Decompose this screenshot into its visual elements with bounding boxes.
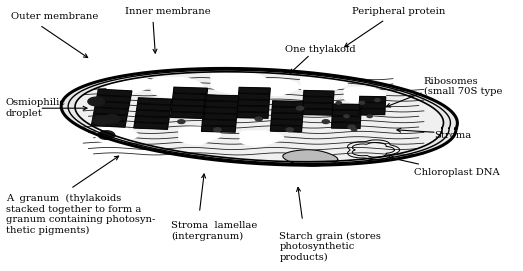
Polygon shape — [97, 89, 132, 96]
Polygon shape — [359, 103, 385, 108]
Polygon shape — [138, 98, 172, 105]
Text: Outer membrane: Outer membrane — [11, 12, 98, 21]
Polygon shape — [259, 79, 301, 96]
Polygon shape — [360, 96, 385, 102]
Polygon shape — [270, 125, 302, 132]
Polygon shape — [300, 76, 347, 93]
Polygon shape — [271, 120, 302, 125]
Polygon shape — [344, 88, 385, 104]
Polygon shape — [202, 120, 236, 126]
Circle shape — [93, 116, 110, 125]
Polygon shape — [302, 109, 333, 115]
Polygon shape — [238, 100, 269, 106]
Text: Chloroplast DNA: Chloroplast DNA — [414, 168, 499, 177]
Circle shape — [88, 97, 105, 106]
Polygon shape — [238, 94, 270, 100]
Circle shape — [297, 106, 304, 110]
Text: Inner membrane: Inner membrane — [124, 7, 210, 16]
Text: Osmiophilic
droplet: Osmiophilic droplet — [6, 98, 66, 118]
Polygon shape — [201, 126, 235, 132]
Circle shape — [344, 115, 349, 118]
Polygon shape — [75, 72, 444, 162]
Polygon shape — [303, 97, 334, 103]
Polygon shape — [271, 113, 303, 119]
Polygon shape — [332, 122, 360, 128]
Polygon shape — [173, 93, 207, 100]
Circle shape — [104, 115, 120, 123]
Polygon shape — [237, 106, 269, 112]
Polygon shape — [96, 128, 138, 144]
Text: Stroma: Stroma — [434, 131, 471, 140]
Polygon shape — [204, 95, 238, 101]
Text: Stroma  lamellae
(intergranum): Stroma lamellae (intergranum) — [171, 221, 257, 241]
Circle shape — [351, 128, 357, 131]
Text: Starch grain (stores
photosynthetic
products): Starch grain (stores photosynthetic prod… — [279, 232, 381, 262]
Polygon shape — [134, 122, 168, 129]
Circle shape — [214, 128, 221, 132]
Polygon shape — [151, 78, 203, 98]
Polygon shape — [135, 116, 169, 123]
Polygon shape — [211, 72, 268, 93]
Polygon shape — [137, 104, 171, 111]
Circle shape — [255, 117, 263, 121]
Polygon shape — [172, 106, 206, 112]
Polygon shape — [283, 150, 338, 166]
Polygon shape — [237, 112, 268, 118]
Polygon shape — [203, 114, 237, 120]
Polygon shape — [240, 131, 283, 146]
Polygon shape — [203, 107, 237, 114]
Polygon shape — [95, 102, 130, 109]
Circle shape — [98, 131, 115, 139]
Polygon shape — [170, 112, 204, 118]
Polygon shape — [272, 101, 304, 107]
Text: Ribosomes
(small 70S type: Ribosomes (small 70S type — [424, 77, 503, 96]
Circle shape — [178, 120, 185, 124]
Circle shape — [375, 99, 380, 101]
Circle shape — [367, 115, 372, 118]
Polygon shape — [304, 91, 334, 96]
Text: One thylakoid: One thylakoid — [285, 44, 355, 54]
Polygon shape — [333, 104, 361, 110]
Polygon shape — [332, 110, 361, 116]
Circle shape — [348, 125, 355, 129]
Circle shape — [336, 101, 342, 104]
Text: A  granum  (thylakoids
stacked together to form a
granum containing photosyn-
th: A granum (thylakoids stacked together to… — [6, 194, 155, 235]
Polygon shape — [61, 68, 458, 165]
Polygon shape — [359, 109, 385, 115]
Polygon shape — [239, 88, 270, 93]
Polygon shape — [92, 120, 126, 127]
Polygon shape — [174, 87, 208, 94]
Polygon shape — [136, 110, 170, 117]
Polygon shape — [204, 101, 238, 107]
Polygon shape — [272, 107, 303, 113]
Polygon shape — [179, 127, 221, 144]
Polygon shape — [107, 76, 154, 94]
Polygon shape — [172, 100, 206, 106]
Polygon shape — [93, 114, 127, 121]
Polygon shape — [96, 95, 131, 102]
Circle shape — [286, 128, 293, 132]
Text: Peripheral protein: Peripheral protein — [351, 7, 445, 16]
Polygon shape — [94, 108, 128, 115]
Circle shape — [322, 120, 329, 124]
Polygon shape — [332, 117, 361, 122]
Polygon shape — [303, 103, 333, 109]
Circle shape — [359, 101, 365, 104]
